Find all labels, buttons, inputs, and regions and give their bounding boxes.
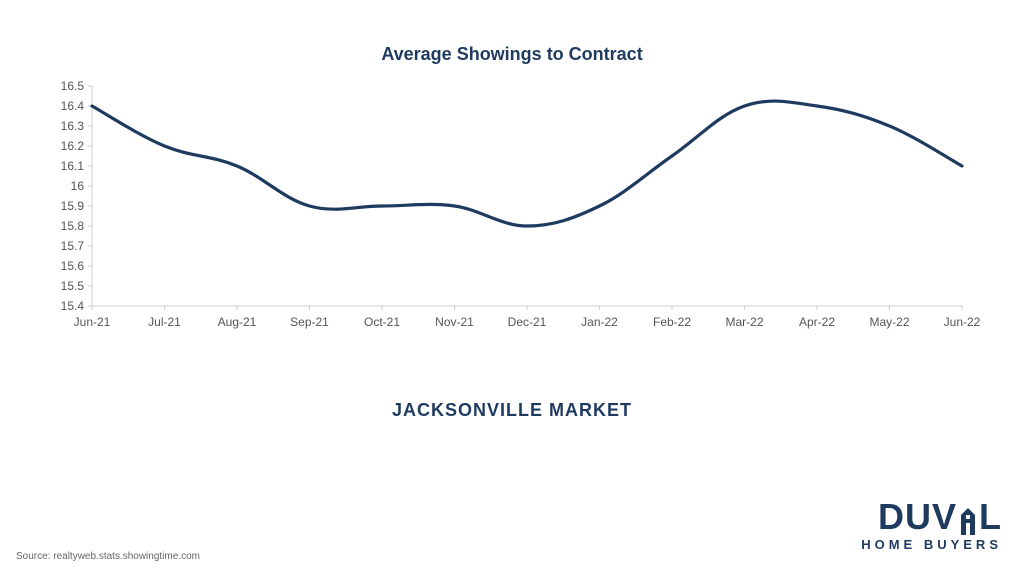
y-tick-label: 16.5 [61,79,85,93]
x-tick-label: Jun-21 [74,315,111,329]
house-icon [959,505,977,535]
y-tick-label: 15.4 [61,299,85,313]
x-tick-label: Jan-22 [581,315,618,329]
logo-sub: HOME BUYERS [861,537,1002,552]
page-container: Average Showings to Contract 15.415.515.… [0,0,1024,576]
x-tick-label: Nov-21 [435,315,474,329]
x-tick-label: Apr-22 [799,315,835,329]
x-tick-label: Jun-22 [944,315,981,329]
logo-main: DUV L [861,499,1002,535]
logo-text-left: DUV [878,499,957,535]
x-tick-label: Dec-21 [508,315,547,329]
logo-text-right: L [979,499,1002,535]
y-tick-label: 16.1 [61,159,85,173]
x-tick-label: Mar-22 [725,315,763,329]
chart-svg: 15.4 15.5 15.6 15.7 15.8 15.9 16 16.1 16.2 16.3 16… [42,78,972,338]
x-tick-label: Oct-21 [364,315,400,329]
y-tick-label: 16 [71,179,85,193]
y-tick-label: 15.6 [61,259,85,273]
market-subtitle: JACKSONVILLE MARKET [0,400,1024,421]
y-tick-label: 15.5 [61,279,85,293]
y-tick-label: 16.3 [61,119,85,133]
x-tick-label: Feb-22 [653,315,691,329]
y-tick-label: 15.9 [61,199,85,213]
line-chart: 15.4 15.5 15.6 15.7 15.8 15.9 16 16.1 16.2 16.3 16… [42,78,972,338]
x-tick-label: May-22 [869,315,909,329]
x-tick-label: Aug-21 [218,315,257,329]
y-tick-label: 16.4 [61,99,85,113]
source-text: Source: realtyweb.stats.showingtime.com [16,551,200,562]
y-tick-label: 15.8 [61,219,85,233]
y-tick-label: 15.7 [61,239,85,253]
y-tick-label: 16.2 [61,139,85,153]
x-tick-label: Jul-21 [148,315,181,329]
x-tick-label: Sep-21 [290,315,329,329]
chart-title: Average Showings to Contract [0,44,1024,65]
data-line [92,101,962,226]
brand-logo: DUV L HOME BUYERS [861,499,1002,552]
